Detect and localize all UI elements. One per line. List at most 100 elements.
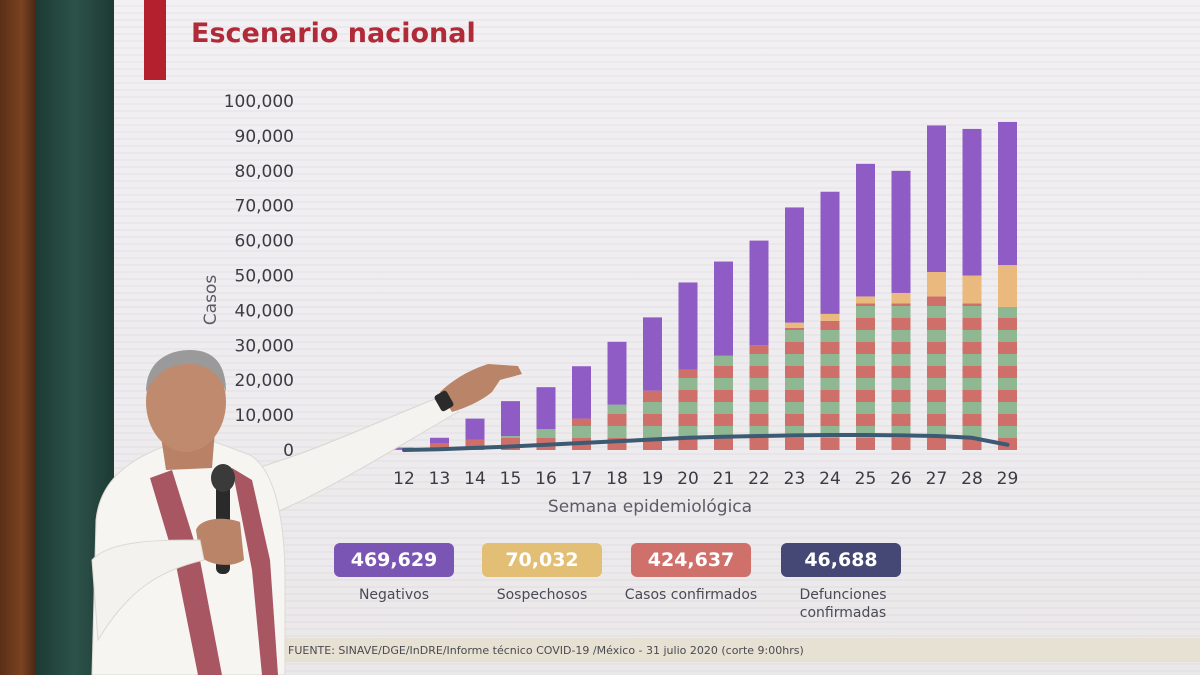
x-tick-label: 24: [819, 469, 841, 489]
bar-sospechosos-23: [785, 322, 804, 328]
bar-confirmados-27: [927, 402, 946, 414]
x-tick-label: 14: [464, 469, 486, 489]
bar-confirmados-18: [607, 404, 627, 414]
bar-confirmados-17: [572, 418, 591, 426]
y-tick-label: 80,000: [235, 162, 294, 182]
bar-confirmados-27: [927, 414, 946, 426]
bar-confirmados-25: [856, 318, 875, 330]
y-axis-ticks: 0 10,000 20,000 30,000 40,000 50,000 60,000 70,…: [224, 92, 294, 461]
bar-confirmados-27: [927, 354, 946, 366]
bar-confirmados-25: [856, 366, 875, 378]
bar-sospechosos-28: [962, 275, 982, 304]
slide-title: Escenario nacional: [191, 18, 476, 49]
bar-confirmados-20: [678, 402, 698, 414]
stat-defunciones: 46,688: [781, 543, 901, 577]
y-tick-label: 0: [283, 441, 294, 461]
bar-confirmados-25: [856, 330, 875, 342]
bar-confirmados-17: [572, 426, 591, 438]
bar-confirmados-27: [927, 390, 946, 402]
bar-confirmados-24: [820, 320, 840, 330]
bar-confirmados-27: [927, 330, 946, 342]
y-tick-label: 30,000: [235, 336, 294, 356]
bar-confirmados-24: [820, 342, 840, 354]
stat-negativos-label: Negativos: [358, 587, 430, 603]
x-tick-label: 23: [784, 469, 806, 489]
bar-confirmados-23: [785, 390, 804, 402]
x-tick-label: 17: [571, 469, 593, 489]
bar-confirmados-24: [820, 414, 840, 426]
bar-confirmados-24: [820, 330, 840, 342]
bar-confirmados-21: [714, 414, 733, 426]
x-tick-label: 27: [926, 469, 948, 489]
bar-confirmados-22: [749, 438, 769, 450]
bar-confirmados-25: [856, 438, 875, 450]
bar-confirmados-22: [749, 390, 769, 402]
bar-sospechosos-26: [891, 292, 911, 304]
x-tick-label: 22: [748, 469, 770, 489]
bar-confirmados-27: [927, 306, 946, 318]
deaths-line: [402, 432, 1010, 452]
bar-confirmados-18: [607, 414, 627, 426]
bar-confirmados-22: [749, 414, 769, 426]
bar-confirmados-27: [927, 342, 946, 354]
x-tick-label: 12: [393, 469, 415, 489]
bar-confirmados-26: [891, 303, 911, 306]
bar-confirmados-28: [962, 414, 982, 426]
bar-negativos-15: [501, 401, 520, 437]
bar-confirmados-19: [643, 414, 662, 426]
y-tick-label: 20,000: [235, 371, 294, 391]
bar-negativos-25: [856, 163, 875, 297]
bar-confirmados-28: [962, 354, 982, 366]
bar-confirmados-20: [678, 426, 698, 438]
bar-confirmados-25: [856, 402, 875, 414]
bar-confirmados-29: [998, 330, 1017, 342]
bar-confirmados-22: [749, 378, 769, 390]
bar-confirmados-29: [998, 306, 1017, 318]
bar-confirmados-27: [927, 318, 946, 330]
x-tick-label: 19: [642, 469, 664, 489]
bar-confirmados-23: [785, 414, 804, 426]
bar-confirmados-29: [998, 426, 1017, 438]
bar-confirmados-26: [891, 330, 911, 342]
bar-negativos-20: [678, 282, 698, 370]
bar-confirmados-28: [962, 306, 982, 318]
bar-confirmados-25: [856, 378, 875, 390]
bar-negativos-24: [820, 191, 840, 314]
bar-confirmados-21: [714, 438, 733, 450]
bar-confirmados-25: [856, 414, 875, 426]
bar-confirmados-19: [643, 426, 662, 438]
x-axis-title: Semana epidemiológica: [548, 497, 752, 517]
bar-confirmados-25: [856, 390, 875, 402]
y-tick-label: 60,000: [235, 232, 294, 252]
x-tick-label: 20: [677, 469, 699, 489]
bar-confirmados-29: [998, 414, 1017, 426]
x-tick-label: 26: [890, 469, 912, 489]
bar-confirmados-28: [962, 438, 982, 450]
bar-confirmados-27: [927, 378, 946, 390]
bar-confirmados-27: [927, 296, 946, 306]
bar-confirmados-21: [714, 402, 733, 414]
bar-confirmados-20: [678, 369, 698, 378]
bar-negativos-27: [927, 125, 946, 273]
x-tick-label: 15: [500, 469, 522, 489]
projection-screen: [114, 0, 1200, 675]
bar-confirmados-20: [678, 390, 698, 402]
bar-confirmados-25: [856, 342, 875, 354]
bar-confirmados-24: [820, 354, 840, 366]
bar-confirmados-19: [643, 402, 662, 414]
bar-confirmados-22: [749, 354, 769, 366]
bar-confirmados-24: [820, 366, 840, 378]
bar-confirmados-23: [785, 366, 804, 378]
bar-confirmados-23: [785, 378, 804, 390]
y-tick-label: 100,000: [224, 92, 294, 112]
bar-confirmados-26: [891, 354, 911, 366]
stat-confirmados-value: 424,637: [647, 549, 735, 571]
stat-defunciones-value: 46,688: [804, 549, 878, 571]
bar-sospechosos-27: [927, 272, 946, 297]
bar-sospechosos-25: [856, 296, 875, 304]
y-tick-label: 90,000: [235, 127, 294, 147]
source-note-text: FUENTE: SINAVE/DGE/InDRE/Informe técnico…: [288, 643, 804, 657]
bar-confirmados-28: [962, 366, 982, 378]
x-tick-label: 16: [535, 469, 557, 489]
